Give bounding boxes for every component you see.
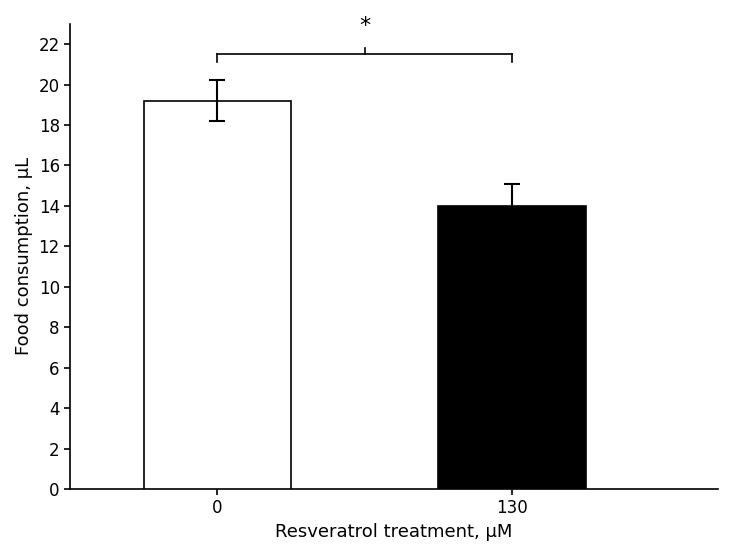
Text: *: * <box>359 16 370 36</box>
Bar <box>144 101 291 489</box>
X-axis label: Resveratrol treatment, μM: Resveratrol treatment, μM <box>276 523 513 541</box>
Y-axis label: Food consumption, μL: Food consumption, μL <box>15 157 33 355</box>
Bar <box>438 206 586 489</box>
